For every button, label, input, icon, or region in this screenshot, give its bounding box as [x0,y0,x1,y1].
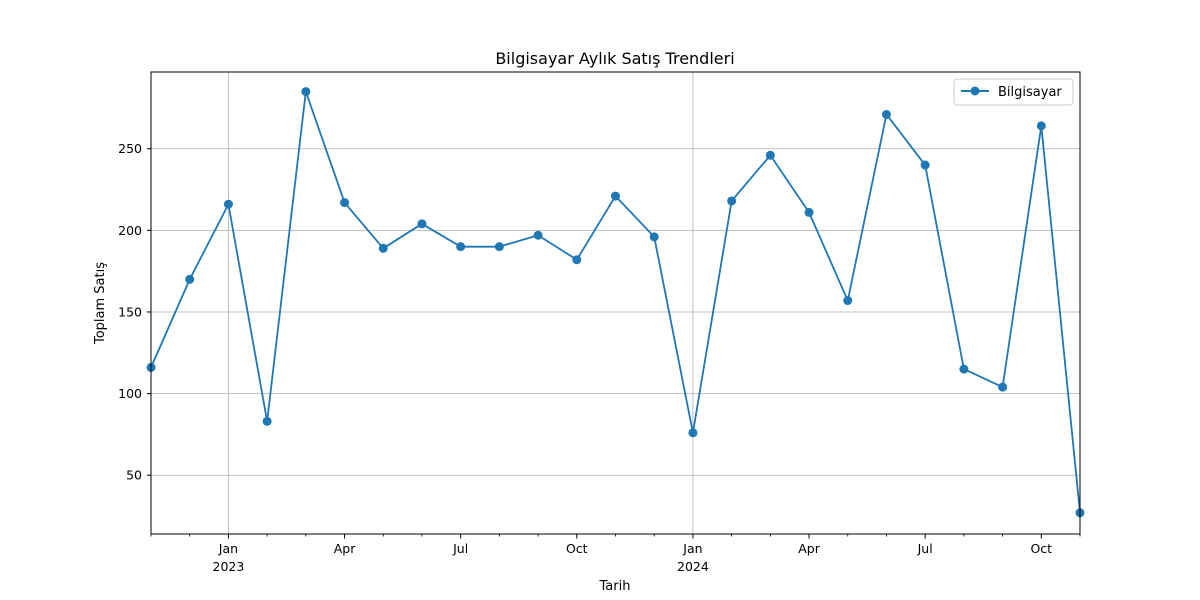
y-tick-label: 200 [118,223,142,238]
y-axis-label: Toplam Satış [93,262,108,345]
data-point [765,150,775,160]
data-point [262,416,272,426]
chart-title: Bilgisayar Aylık Satış Trendleri [495,49,734,68]
axis-ticks: 50 100 150 200 250 Jan 2023 Apr Jul Oct Jan 2024 Apr… [118,141,1081,574]
data-point [920,160,930,170]
data-point [611,191,620,201]
x-tick-label: Oct [566,541,588,556]
x-tick-label: Jul [917,541,933,556]
data-point [572,255,582,265]
y-tick-label: 100 [118,386,142,401]
x-tick-year-label: 2023 [213,559,245,574]
x-tick-year-label: 2024 [677,559,709,574]
data-point [688,428,698,438]
y-tick-label: 250 [118,141,142,156]
data-point [727,196,737,206]
x-tick-label: Jan [218,541,238,556]
x-tick-label: Oct [1030,541,1052,556]
x-tick-label: Apr [798,541,820,556]
data-point [649,232,659,242]
data-point [378,243,388,253]
data-point [843,296,853,306]
data-point [533,230,543,240]
data-point [998,382,1008,392]
data-point [185,274,195,284]
x-tick-label: Jan [682,541,702,556]
legend: Bilgisayar [953,78,1074,106]
x-tick-label: Apr [334,541,356,556]
data-point [959,364,969,374]
data-point [417,219,427,229]
legend-label: Bilgisayar [998,85,1062,100]
grid-lines [151,72,1080,534]
legend-box [953,78,1074,106]
data-point [301,87,311,97]
x-axis-label: Tarih [599,579,631,594]
data-point [223,199,233,209]
data-point [881,109,891,119]
data-point [340,198,350,208]
data-point [456,242,466,252]
data-point [804,207,814,217]
data-point [1036,121,1046,131]
y-tick-label: 50 [126,468,142,483]
legend-marker-sample [970,86,980,96]
x-tick-label: Jul [452,541,468,556]
y-tick-label: 150 [118,304,142,319]
data-point [494,242,504,252]
